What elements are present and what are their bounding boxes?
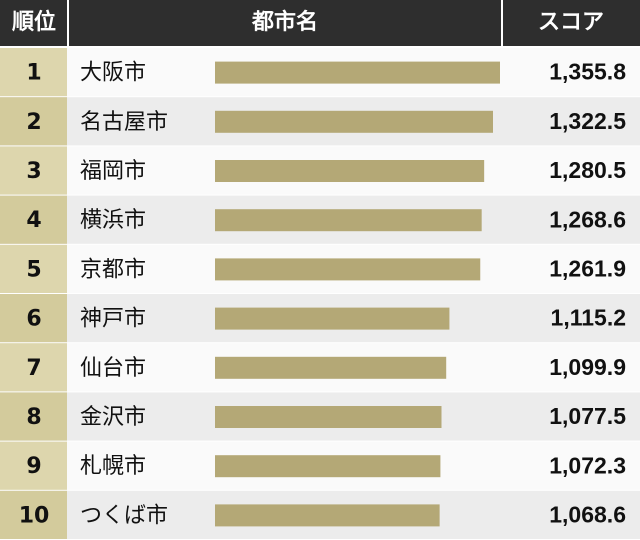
city-label: 福岡市	[80, 159, 146, 184]
score-label: 1,068.6	[549, 501, 626, 527]
score-label: 1,261.9	[549, 255, 626, 281]
rank-cell	[0, 48, 67, 97]
rank-cell	[0, 97, 67, 146]
bar	[215, 406, 442, 428]
bar	[215, 356, 447, 379]
rank-cell	[0, 146, 67, 195]
city-label: 大阪市	[80, 61, 146, 86]
city-label: 札幌市	[80, 454, 146, 479]
bar	[215, 455, 441, 478]
rank-cell	[0, 490, 67, 539]
rank-label: 5	[26, 257, 41, 282]
rank-label: 2	[26, 110, 41, 135]
rank-cell	[0, 441, 67, 490]
bar	[215, 307, 450, 330]
score-label: 1,280.5	[549, 157, 626, 183]
city-label: つくば市	[80, 503, 168, 528]
bar	[215, 110, 494, 133]
city-label: 横浜市	[80, 208, 146, 233]
score-label: 1,077.5	[549, 403, 626, 429]
rank-label: 9	[26, 454, 41, 479]
score-label: 1,268.6	[549, 206, 626, 232]
rank-label: 1	[26, 61, 41, 86]
rank-cell	[0, 195, 67, 244]
city-label: 神戸市	[80, 307, 146, 332]
rank-cell	[0, 343, 67, 392]
bar	[215, 504, 440, 527]
bar	[215, 61, 500, 84]
bar	[215, 258, 481, 281]
rank-cell	[0, 244, 67, 293]
score-label: 1,355.8	[549, 59, 626, 85]
rank-label: 8	[26, 405, 41, 430]
city-label: 金沢市	[80, 405, 146, 430]
city-label: 仙台市	[80, 356, 146, 381]
city-label: 京都市	[80, 257, 146, 282]
bar	[215, 160, 485, 182]
rank-label: 4	[26, 208, 41, 233]
rank-cell	[0, 294, 67, 343]
header-city: 都市名	[251, 9, 318, 35]
score-label: 1,072.3	[549, 452, 626, 478]
header-rank: 順位	[12, 9, 56, 35]
score-label: 1,115.2	[551, 305, 626, 331]
bar	[215, 209, 482, 232]
city-label: 名古屋市	[80, 110, 168, 135]
rank-label: 7	[26, 356, 41, 381]
score-label: 1,099.9	[549, 354, 626, 380]
rank-label: 10	[19, 503, 50, 528]
rank-cell	[0, 392, 67, 441]
score-label: 1,322.5	[549, 108, 626, 134]
header-background	[0, 0, 640, 46]
header-score: スコア	[538, 10, 604, 35]
rank-label: 3	[26, 159, 41, 184]
rank-label: 6	[26, 307, 41, 332]
